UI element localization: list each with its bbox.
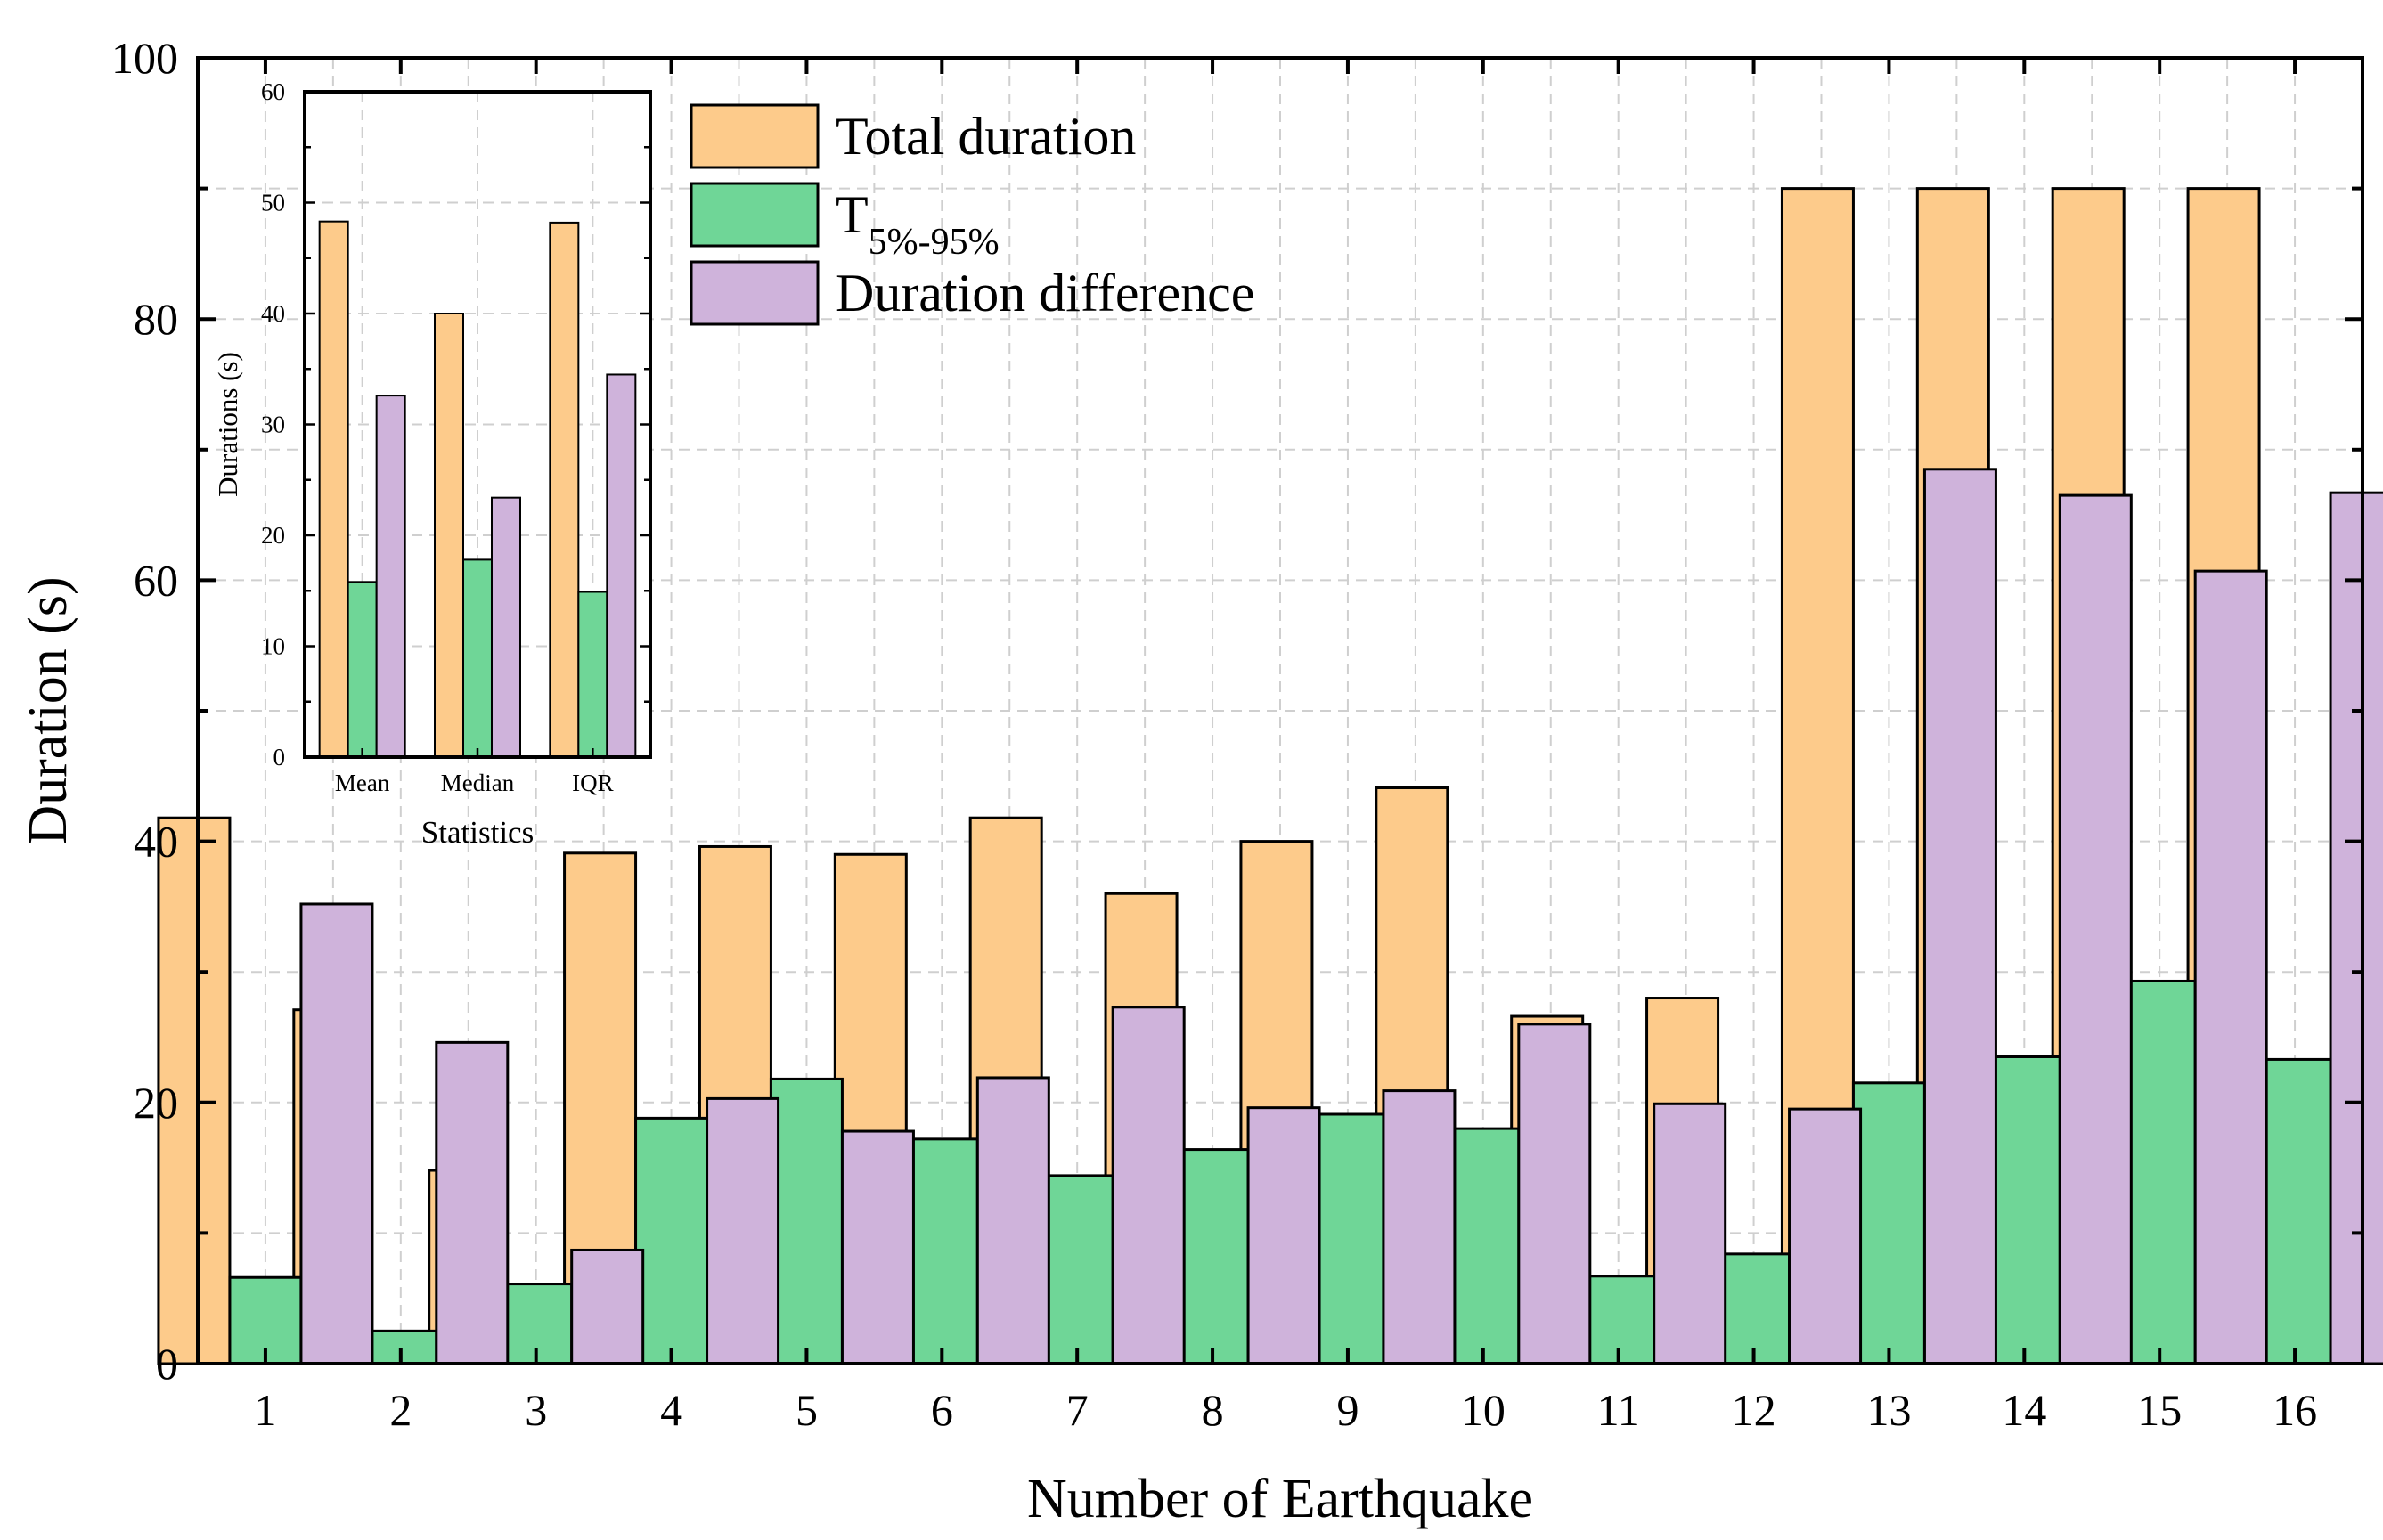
bar-t5-95--9	[1310, 1112, 1385, 1365]
inset-bar-total-duration-median	[434, 313, 464, 758]
legend-label: Duration difference	[836, 264, 1254, 322]
x-tick-label: 3	[525, 1385, 547, 1435]
inset-y-tick-label: 0	[273, 744, 286, 770]
bar-t5-95--8	[1175, 1148, 1250, 1365]
bar-duration-difference-14	[2058, 493, 2133, 1365]
bar-duration-difference-2	[435, 1040, 510, 1365]
bar-duration-difference-3	[570, 1248, 645, 1365]
bar-total-duration-1	[157, 816, 232, 1365]
inset-y-axis: 0 10 20 30 40 50 60	[261, 78, 650, 770]
legend-label-main: Duration difference	[836, 264, 1254, 322]
legend: Total duration T5%-95%Duration difference	[690, 103, 1254, 326]
bar-t5-95--13	[1851, 1081, 1926, 1365]
x-tick-label: 6	[931, 1385, 953, 1435]
inset-y-tick-label: 40	[261, 300, 285, 327]
x-tick-label: 11	[1597, 1385, 1640, 1435]
bar-t5-95--15	[2122, 979, 2197, 1365]
inset-bar-duration-difference-median	[491, 496, 521, 758]
inset-x-tick-label: Median	[441, 770, 515, 796]
inset-bar-total-duration-mean	[318, 220, 349, 759]
legend-label-main: T	[836, 185, 869, 244]
bar-t5-95--7	[1040, 1174, 1114, 1365]
bar-duration-difference-16	[2329, 491, 2383, 1365]
bar-t5-95--14	[1987, 1055, 2061, 1365]
x-axis-title: Number of Earthquake	[1027, 1469, 1533, 1529]
x-tick-label: 14	[2002, 1385, 2046, 1435]
bar-duration-difference-12	[1788, 1107, 1863, 1365]
y-tick-label: 100	[111, 33, 178, 83]
inset-x-tick-label: Mean	[335, 770, 390, 796]
y-tick-label: 0	[156, 1339, 178, 1389]
x-tick-label: 8	[1202, 1385, 1224, 1435]
x-tick-label: 4	[660, 1385, 682, 1435]
inset-bar-t5-95--median	[462, 558, 493, 759]
bar-t5-95--16	[2257, 1057, 2332, 1365]
inset-bar-duration-difference-iqr	[606, 373, 637, 758]
bar-duration-difference-13	[1922, 468, 1997, 1365]
x-tick-label: 15	[2137, 1385, 2182, 1435]
bar-t5-95--6	[904, 1137, 979, 1365]
x-tick-label: 12	[1732, 1385, 1776, 1435]
bar-duration-difference-6	[975, 1076, 1050, 1365]
inset-y-tick-label: 20	[261, 522, 285, 549]
inset-y-tick-label: 30	[261, 411, 285, 438]
legend-label: Total duration	[836, 107, 1136, 166]
y-tick-label: 80	[134, 294, 178, 344]
bar-duration-difference-5	[840, 1129, 915, 1365]
inset-x-axis-title: Statistics	[421, 815, 534, 850]
y-tick-label: 40	[134, 817, 178, 867]
legend-swatch	[690, 182, 820, 248]
bar-duration-difference-10	[1517, 1023, 1592, 1365]
x-tick-label: 10	[1461, 1385, 1506, 1435]
inset-bar-t5-95--iqr	[577, 591, 608, 758]
inset-y-tick-label: 60	[261, 78, 285, 105]
x-tick-label: 1	[254, 1385, 276, 1435]
bar-duration-difference-15	[2193, 569, 2268, 1365]
inset-y-tick-label: 50	[261, 190, 285, 216]
legend-label: T5%-95%	[836, 185, 1000, 263]
inset-plot: 0 10 20 30 40 50 60 Mean Median IQR Statistics Dura…	[212, 78, 652, 850]
inset-bar-duration-difference-mean	[375, 395, 406, 758]
legend-label-main: Total duration	[836, 107, 1136, 166]
inset-bars	[318, 220, 637, 759]
bar-t5-95--12	[1717, 1252, 1791, 1365]
bar-duration-difference-7	[1111, 1006, 1186, 1365]
bar-duration-difference-9	[1382, 1089, 1457, 1365]
main-bars	[157, 187, 2383, 1365]
inset-y-axis-title: Durations (s)	[212, 352, 243, 497]
inset-bar-total-duration-iqr	[549, 221, 580, 759]
bar-t5-95--10	[1446, 1127, 1521, 1365]
bar-t5-95--5	[769, 1077, 844, 1365]
x-tick-label: 9	[1336, 1385, 1359, 1435]
y-tick-label: 20	[134, 1078, 178, 1128]
inset-x-tick-label: IQR	[572, 770, 614, 796]
bar-duration-difference-11	[1653, 1102, 1727, 1365]
x-tick-label: 5	[796, 1385, 818, 1435]
x-tick-label: 7	[1066, 1385, 1089, 1435]
bar-t5-95--4	[634, 1116, 709, 1365]
x-axis: 1 2 3 4 5 6 7 8 9 10 11 12 13 14 15 16	[254, 58, 2317, 1435]
inset-y-tick-label: 10	[261, 633, 285, 660]
x-tick-label: 16	[2273, 1385, 2317, 1435]
inset-bar-t5-95--mean	[347, 581, 378, 758]
legend-swatch	[690, 103, 820, 169]
inset-x-axis: Mean Median IQR	[335, 748, 614, 796]
bar-duration-difference-4	[706, 1096, 780, 1365]
y-tick-label: 60	[134, 555, 178, 605]
x-tick-label: 13	[1866, 1385, 1911, 1435]
bar-duration-difference-1	[299, 902, 374, 1365]
y-axis-title: Duration (s)	[18, 576, 78, 844]
x-tick-label: 2	[389, 1385, 412, 1435]
legend-swatch	[690, 260, 820, 326]
bar-duration-difference-8	[1246, 1106, 1321, 1365]
legend-label-subscript: 5%-95%	[869, 222, 1000, 263]
